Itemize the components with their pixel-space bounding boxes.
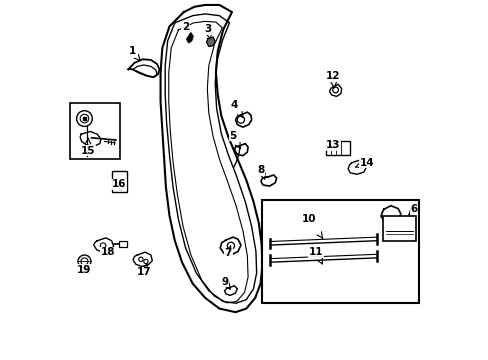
- Bar: [261, 200, 418, 303]
- Text: 6: 6: [410, 204, 417, 214]
- Polygon shape: [206, 37, 215, 46]
- Bar: [325, 141, 349, 155]
- Text: 19: 19: [77, 265, 91, 275]
- Bar: [382, 216, 415, 241]
- Text: 12: 12: [325, 71, 340, 81]
- Text: 13: 13: [325, 140, 340, 150]
- Bar: [70, 103, 120, 158]
- Text: 11: 11: [308, 247, 323, 257]
- Polygon shape: [83, 117, 86, 120]
- Text: 3: 3: [204, 24, 211, 34]
- Text: 4: 4: [230, 100, 237, 110]
- Text: 16: 16: [111, 179, 126, 189]
- Text: 14: 14: [359, 158, 373, 168]
- Text: 5: 5: [229, 131, 236, 141]
- Text: 8: 8: [257, 165, 264, 175]
- Text: 15: 15: [81, 146, 95, 156]
- Polygon shape: [186, 33, 193, 43]
- Bar: [119, 242, 127, 247]
- Text: 2: 2: [182, 22, 189, 32]
- Text: 10: 10: [302, 214, 316, 224]
- Text: 18: 18: [101, 247, 115, 257]
- Text: 9: 9: [221, 277, 228, 287]
- Text: 7: 7: [224, 248, 232, 258]
- Bar: [111, 171, 126, 192]
- Text: 17: 17: [136, 267, 151, 277]
- Text: 1: 1: [128, 46, 135, 57]
